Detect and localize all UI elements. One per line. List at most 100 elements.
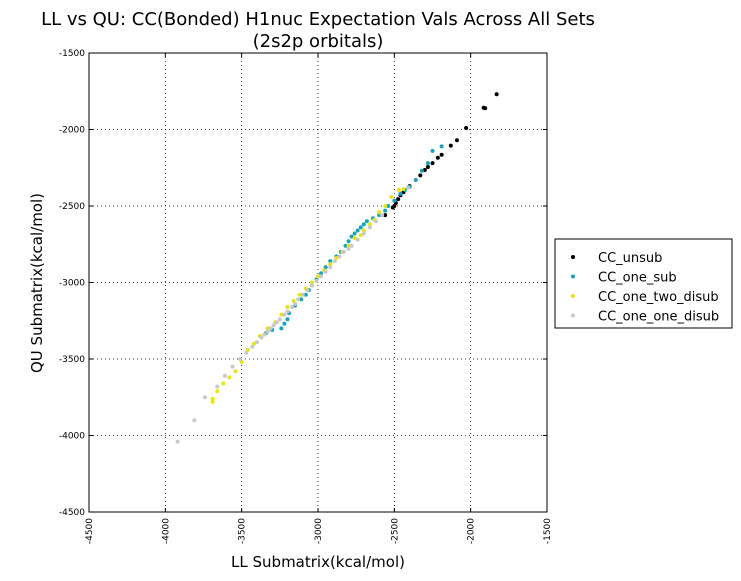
data-point-cc-one-sub <box>343 243 348 248</box>
legend-label: CC_one_one_disub <box>598 310 719 325</box>
data-point-cc-one-one-disub <box>374 219 379 224</box>
data-point-cc-unsub <box>435 155 440 160</box>
data-point-cc-one-sub <box>323 265 328 270</box>
data-point-cc-one-one-disub <box>268 326 273 331</box>
y-tick-label: -3000 <box>59 279 85 289</box>
data-point-cc-one-one-disub <box>349 243 354 248</box>
data-point-cc-one-one-disub <box>309 283 314 288</box>
grid-lines <box>89 53 547 512</box>
legend-box <box>554 238 733 329</box>
data-point-cc-unsub <box>439 152 444 157</box>
data-point-cc-one-sub <box>352 231 357 236</box>
data-point-cc-one-sub <box>303 292 308 297</box>
data-point-cc-one-one-disub <box>274 320 279 325</box>
data-point-cc-unsub <box>430 161 435 166</box>
data-point-cc-one-one-disub <box>230 364 235 369</box>
data-point-cc-one-sub <box>413 177 418 182</box>
data-point-cc-one-one-disub <box>254 340 259 345</box>
data-point-cc-one-one-disub <box>250 344 255 349</box>
data-point-cc-one-one-disub <box>215 384 220 389</box>
data-point-cc-one-two-disub <box>227 375 232 380</box>
data-point-cc-one-two-disub <box>210 396 215 401</box>
data-point-cc-one-two-disub <box>245 347 250 352</box>
data-point-cc-one-sub <box>386 204 391 208</box>
data-point-cc-one-two-disub <box>297 292 302 297</box>
data-point-cc-one-one-disub <box>175 439 180 444</box>
data-point-cc-unsub <box>481 105 486 110</box>
data-point-cc-unsub <box>494 92 499 97</box>
data-point-cc-one-one-disub <box>277 317 282 322</box>
legend-label: CC_one_sub <box>598 271 677 286</box>
legend-marker <box>571 255 575 259</box>
y-tick-label: -2500 <box>59 202 85 212</box>
data-point-cc-one-two-disub <box>334 256 339 261</box>
data-point-cc-one-one-disub <box>337 254 342 259</box>
y-tick-label: -3500 <box>59 355 85 365</box>
data-point-cc-one-one-disub <box>238 357 243 361</box>
legend: CC_unsub CC_one_sub CC_one_two_disub CC_one… <box>554 238 733 329</box>
data-point-cc-one-sub <box>282 321 287 326</box>
y-tick-label: -1500 <box>59 49 85 59</box>
data-point-cc-one-sub <box>383 208 388 213</box>
data-point-cc-one-two-disub <box>316 274 320 279</box>
data-point-cc-one-one-disub <box>314 278 319 283</box>
data-point-cc-one-two-disub <box>265 326 270 331</box>
data-point-cc-one-sub <box>398 191 403 196</box>
data-point-cc-one-sub <box>285 317 290 322</box>
data-point-cc-one-sub <box>377 213 382 218</box>
data-point-cc-one-one-disub <box>300 292 305 297</box>
data-point-cc-unsub <box>422 168 427 173</box>
legend-marker <box>571 294 575 298</box>
data-point-cc-one-two-disub <box>396 187 401 192</box>
data-point-cc-one-one-disub <box>296 297 301 302</box>
data-point-cc-one-sub <box>279 326 284 331</box>
data-point-cc-one-two-disub <box>291 298 296 303</box>
data-point-cc-one-one-disub <box>222 373 227 378</box>
data-point-cc-unsub <box>454 138 459 143</box>
data-point-cc-one-two-disub <box>401 187 406 192</box>
data-point-cc-one-sub <box>355 228 360 233</box>
data-point-cc-unsub <box>383 213 388 218</box>
data-point-cc-one-two-disub <box>309 280 314 285</box>
data-point-cc-one-one-disub <box>290 304 295 309</box>
x-tick-label: -2500 <box>390 518 400 544</box>
data-point-cc-unsub <box>464 125 469 130</box>
data-point-cc-one-one-disub <box>367 225 372 230</box>
data-point-cc-one-one-disub <box>192 418 197 423</box>
data-point-cc-one-one-disub <box>203 395 208 400</box>
data-point-cc-unsub <box>425 164 430 169</box>
y-tick-label: -4000 <box>59 432 85 442</box>
data-point-cc-one-two-disub <box>233 369 238 374</box>
data-point-cc-one-one-disub <box>332 259 337 264</box>
data-point-cc-one-two-disub <box>279 312 284 317</box>
legend-marker <box>571 274 575 279</box>
data-point-cc-one-two-disub <box>221 381 226 386</box>
data-point-cc-unsub <box>418 173 423 178</box>
data-point-cc-one-sub <box>361 222 366 227</box>
data-point-cc-one-one-disub <box>265 329 270 334</box>
data-point-cc-one-one-disub <box>285 309 290 314</box>
x-tick-label: -2000 <box>467 518 477 544</box>
data-point-cc-one-one-disub <box>244 350 249 355</box>
x-tick-label: -3500 <box>238 518 248 544</box>
y-axis-label: QU Submatrix(kcal/mol) <box>28 193 46 373</box>
data-point-cc-unsub <box>396 197 401 202</box>
data-point-cc-one-one-disub <box>259 335 264 340</box>
data-point-cc-one-sub <box>328 259 333 264</box>
legend-label: CC_one_two_disub <box>598 290 719 305</box>
data-point-cc-one-sub <box>425 161 430 166</box>
data-point-cc-one-sub <box>364 219 369 224</box>
data-point-cc-one-two-disub <box>358 233 363 238</box>
data-point-cc-one-two-disub <box>367 222 372 227</box>
data-point-cc-one-two-disub <box>361 228 366 233</box>
x-tick-label: -1500 <box>543 518 553 544</box>
chart-title-line2: (2s2p orbitals) <box>253 31 384 52</box>
data-point-cc-one-one-disub <box>341 249 346 254</box>
x-tick-label: -4500 <box>85 518 95 544</box>
y-tick-label: -4500 <box>59 508 85 518</box>
data-point-cc-one-sub <box>319 271 324 276</box>
data-point-cc-one-two-disub <box>328 262 333 267</box>
data-point-cc-one-sub <box>349 234 354 239</box>
data-point-cc-one-one-disub <box>282 312 287 317</box>
